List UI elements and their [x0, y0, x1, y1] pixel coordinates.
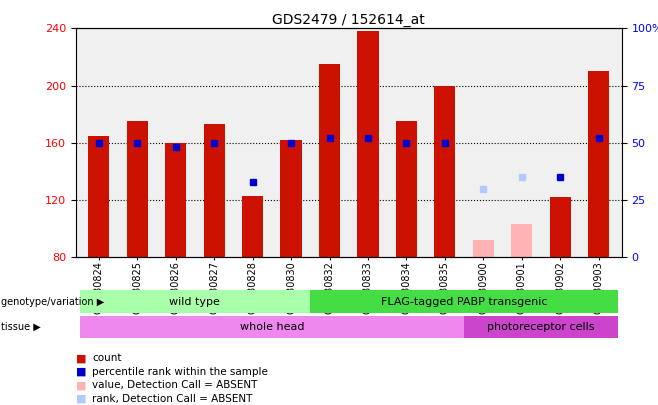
Text: ■: ■	[76, 380, 86, 390]
Text: value, Detection Call = ABSENT: value, Detection Call = ABSENT	[92, 380, 257, 390]
Bar	[126, 122, 148, 257]
Text: ■: ■	[76, 354, 86, 363]
Bar	[473, 240, 494, 257]
Bar	[588, 71, 609, 257]
Bar	[434, 85, 455, 257]
Bar	[357, 31, 378, 257]
Text: FLAG-tagged PABP transgenic: FLAG-tagged PABP transgenic	[381, 296, 547, 307]
Bar	[511, 224, 532, 257]
Bar	[549, 197, 571, 257]
Text: genotype/variation ▶: genotype/variation ▶	[1, 296, 105, 307]
Text: ■: ■	[76, 394, 86, 403]
Text: tissue ▶: tissue ▶	[1, 322, 41, 332]
Bar	[464, 316, 618, 338]
Bar	[280, 140, 301, 257]
Text: whole head: whole head	[240, 322, 304, 332]
Bar	[88, 136, 109, 257]
Text: percentile rank within the sample: percentile rank within the sample	[92, 367, 268, 377]
Bar	[319, 64, 340, 257]
Bar	[165, 143, 186, 257]
Bar	[80, 290, 311, 313]
Text: count: count	[92, 354, 122, 363]
Bar	[80, 316, 464, 338]
Text: photoreceptor cells: photoreceptor cells	[488, 322, 595, 332]
Bar	[242, 196, 263, 257]
Bar	[203, 124, 224, 257]
Text: ■: ■	[76, 367, 86, 377]
Bar	[311, 290, 618, 313]
Text: rank, Detection Call = ABSENT: rank, Detection Call = ABSENT	[92, 394, 253, 403]
Title: GDS2479 / 152614_at: GDS2479 / 152614_at	[272, 13, 425, 27]
Bar	[396, 122, 417, 257]
Text: wild type: wild type	[170, 296, 220, 307]
